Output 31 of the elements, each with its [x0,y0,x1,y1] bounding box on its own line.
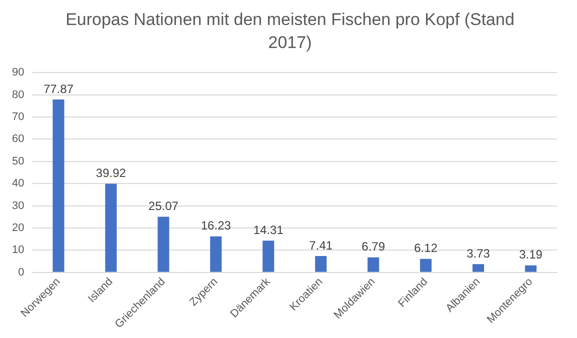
data-label: 16.23 [200,218,232,233]
bar [315,256,327,272]
bar [420,258,432,272]
y-tick-label: 50 [12,155,24,168]
y-tick-label: 70 [12,111,24,124]
bar [210,236,222,272]
y-tick-label: 20 [12,222,24,234]
y-tick-label: 60 [12,133,24,146]
y-tick-label: 10 [12,244,24,256]
data-label: 14.31 [253,222,284,237]
data-label: 6.79 [362,240,386,254]
data-label: 3.19 [519,248,543,262]
bar [105,184,117,272]
bar [158,216,170,272]
bar [524,265,537,272]
bar [52,100,64,272]
y-tick-label: 40 [12,178,24,190]
data-label: 6.12 [414,241,438,256]
y-tick-label: 80 [12,88,24,101]
data-label: 7.41 [309,238,333,252]
data-label: 25.07 [148,199,179,214]
bar [472,264,484,272]
bar [262,240,274,272]
chart-title: Europas Nationen mit den meisten Fischen pro Kopf (Stand 2017) [64,9,516,54]
y-tick-label: 30 [12,200,24,212]
data-label: 39.92 [96,166,126,180]
data-label: 77.87 [43,82,74,96]
bar [368,257,380,272]
y-tick-label: 90 [12,66,24,79]
y-tick-label: 0 [18,266,24,278]
data-label: 3.73 [466,246,490,260]
